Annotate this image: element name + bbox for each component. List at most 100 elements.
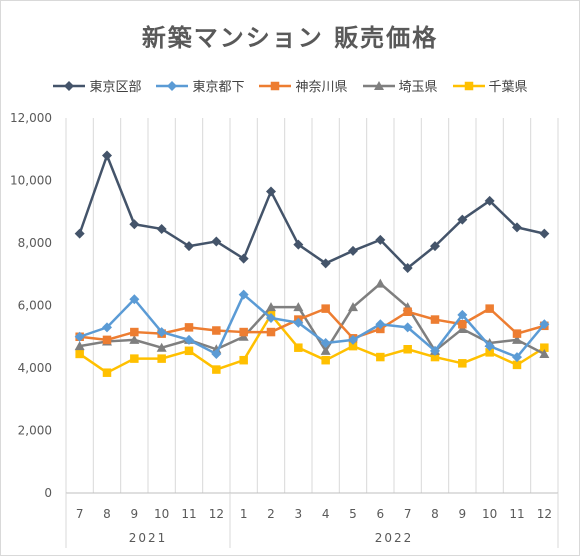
data-point bbox=[457, 309, 468, 320]
data-point bbox=[271, 81, 280, 90]
chart-title: 新築マンション 販売価格 bbox=[141, 24, 439, 52]
data-point bbox=[293, 302, 304, 312]
data-point bbox=[184, 323, 194, 332]
data-point bbox=[539, 319, 550, 330]
data-point bbox=[238, 289, 249, 300]
series-東京区部 bbox=[74, 150, 550, 273]
x-tick-label: 8 bbox=[431, 507, 439, 521]
x-tick-label: 11 bbox=[509, 507, 524, 521]
data-point bbox=[293, 239, 304, 250]
x-tick-label: 7 bbox=[404, 507, 412, 521]
data-point bbox=[212, 365, 221, 374]
legend-item: 東京区部 bbox=[52, 76, 141, 95]
legend-item: 神奈川県 bbox=[258, 76, 348, 95]
y-tick-label: 4,000 bbox=[18, 361, 52, 375]
data-point bbox=[294, 343, 303, 352]
y-tick-label: 8,000 bbox=[18, 236, 52, 250]
data-point bbox=[102, 368, 112, 377]
data-point bbox=[430, 241, 440, 252]
data-point bbox=[129, 294, 140, 305]
series-line bbox=[78, 313, 545, 374]
data-point bbox=[348, 245, 358, 256]
x-tick-label: 9 bbox=[131, 507, 139, 521]
data-point bbox=[156, 342, 167, 352]
data-point bbox=[375, 319, 386, 330]
data-point bbox=[376, 352, 385, 362]
series-line bbox=[79, 282, 545, 356]
x-tick-label: 5 bbox=[349, 507, 357, 521]
x-tick-label: 10 bbox=[154, 507, 169, 521]
year-label: 2021 bbox=[129, 531, 168, 545]
data-point bbox=[464, 81, 473, 90]
data-point bbox=[348, 341, 358, 351]
data-point bbox=[402, 322, 413, 333]
data-point bbox=[102, 335, 112, 345]
y-tick-label: 6,000 bbox=[18, 299, 52, 313]
data-point bbox=[212, 326, 221, 335]
legend-label: 東京都下 bbox=[192, 80, 245, 95]
x-tick-label: 8 bbox=[103, 507, 111, 521]
x-tick-label: 1 bbox=[240, 507, 248, 521]
y-tick-label: 2,000 bbox=[18, 424, 52, 438]
data-point bbox=[211, 236, 222, 247]
data-point bbox=[239, 327, 248, 337]
data-point bbox=[156, 327, 167, 338]
legend-label: 千葉県 bbox=[488, 80, 528, 95]
data-point bbox=[321, 355, 330, 365]
data-point bbox=[375, 234, 386, 245]
data-point bbox=[130, 354, 139, 363]
legend-label: 埼玉県 bbox=[398, 80, 438, 95]
series-line bbox=[78, 154, 545, 270]
data-point bbox=[211, 348, 222, 359]
legend-label: 東京区部 bbox=[89, 80, 142, 95]
data-point bbox=[539, 228, 550, 239]
x-tick-label: 12 bbox=[537, 507, 552, 521]
legend-swatch bbox=[259, 81, 292, 90]
legend-swatch bbox=[156, 80, 189, 91]
data-point bbox=[129, 334, 140, 344]
data-point bbox=[375, 278, 386, 288]
data-point bbox=[430, 352, 440, 362]
data-point bbox=[239, 355, 248, 365]
data-point bbox=[485, 304, 494, 313]
data-point bbox=[320, 345, 331, 355]
data-point bbox=[156, 223, 167, 234]
data-point bbox=[293, 317, 304, 328]
data-point bbox=[130, 327, 139, 337]
legend-item: 東京都下 bbox=[155, 76, 244, 95]
data-point bbox=[484, 195, 495, 206]
x-tick-label: 9 bbox=[459, 507, 467, 521]
data-point bbox=[403, 307, 412, 316]
data-point bbox=[266, 302, 276, 312]
x-tick-label: 2 bbox=[267, 507, 275, 521]
data-point bbox=[430, 345, 440, 356]
legend-label: 神奈川県 bbox=[295, 80, 348, 95]
x-tick-label: 6 bbox=[377, 507, 385, 521]
data-point bbox=[102, 322, 112, 333]
data-point bbox=[64, 80, 75, 91]
data-point bbox=[238, 253, 249, 264]
data-point bbox=[184, 241, 194, 252]
data-point bbox=[484, 341, 495, 352]
legend-swatch bbox=[452, 81, 485, 90]
data-point bbox=[184, 334, 194, 345]
data-point bbox=[539, 348, 550, 358]
data-point bbox=[266, 186, 276, 197]
x-tick-label: 7 bbox=[76, 507, 84, 521]
legend-item: 千葉県 bbox=[452, 76, 528, 95]
data-point bbox=[485, 348, 494, 357]
legend: 東京区部 東京都下 神奈川県 埼玉県 千葉県 bbox=[0, 76, 580, 95]
data-point bbox=[320, 338, 331, 348]
data-point bbox=[74, 331, 85, 342]
data-point bbox=[102, 150, 112, 161]
data-point bbox=[458, 359, 467, 368]
series-line bbox=[79, 293, 546, 359]
data-point bbox=[512, 352, 522, 363]
year-label: 2022 bbox=[375, 531, 414, 545]
legend-swatch bbox=[362, 80, 395, 90]
data-point bbox=[129, 219, 140, 230]
x-tick-label: 4 bbox=[322, 507, 330, 521]
data-point bbox=[266, 327, 276, 337]
